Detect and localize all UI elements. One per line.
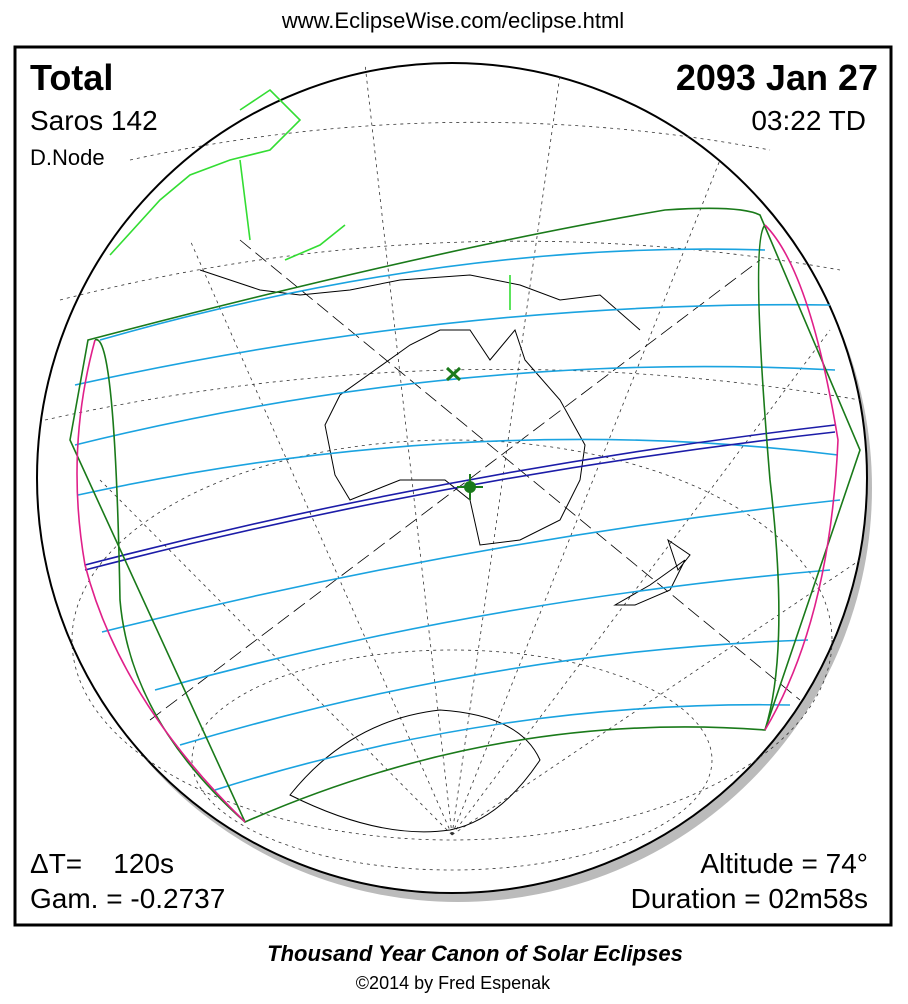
duration: Duration = 02m58s: [631, 883, 868, 914]
globe: [36, 62, 872, 902]
footer-title: Thousand Year Canon of Solar Eclipses: [267, 941, 683, 966]
saros: Saros 142: [30, 105, 158, 136]
delta-t: ΔT= 120s: [30, 848, 174, 879]
gamma: Gam. = -0.2737: [30, 883, 225, 914]
url: www.EclipseWise.com/eclipse.html: [281, 8, 624, 33]
node: D.Node: [30, 145, 105, 170]
time: 03:22 TD: [751, 105, 866, 136]
date: 2093 Jan 27: [676, 57, 878, 98]
altitude: Altitude = 74°: [700, 848, 868, 879]
copyright: ©2014 by Fred Espenak: [356, 973, 551, 993]
eclipse-type: Total: [30, 57, 113, 98]
